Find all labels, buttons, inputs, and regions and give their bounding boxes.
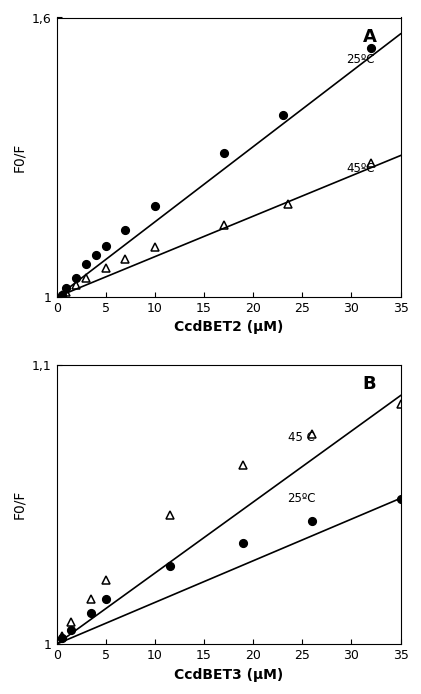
- Y-axis label: F0/F: F0/F: [13, 489, 27, 519]
- X-axis label: CcdBET2 (μM): CcdBET2 (μM): [174, 321, 283, 335]
- Text: 25ºC: 25ºC: [346, 53, 375, 66]
- Text: 45ºC: 45ºC: [346, 162, 375, 176]
- Y-axis label: F0/F: F0/F: [13, 142, 27, 172]
- X-axis label: CcdBET3 (μM): CcdBET3 (μM): [174, 668, 283, 682]
- Text: A: A: [362, 28, 376, 46]
- Text: 45 C: 45 C: [288, 431, 314, 443]
- Text: B: B: [363, 375, 376, 393]
- Text: 25ºC: 25ºC: [288, 492, 316, 505]
